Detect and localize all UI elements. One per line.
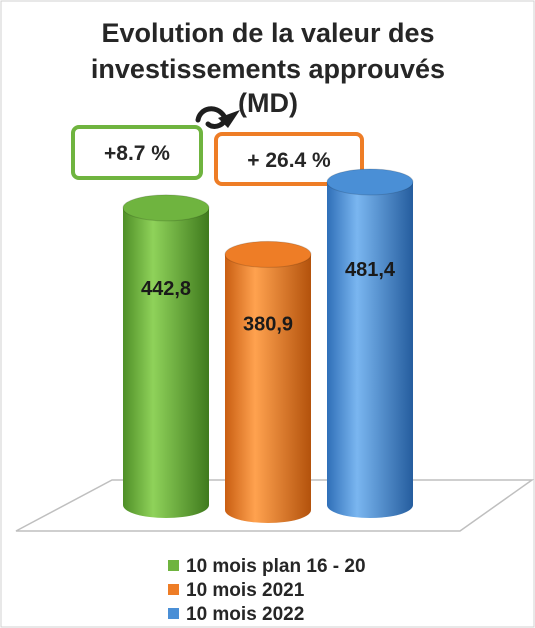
growth-label-green: +8.7 % (104, 142, 170, 165)
legend-swatch-2021 (168, 584, 179, 595)
growth-box-orange (214, 132, 364, 186)
chart-title-line-1: Evolution de la valeur des (101, 18, 434, 48)
bar-top-2021 (224, 240, 312, 268)
data-label-2022: 481,4 (345, 259, 396, 281)
bar-plan: 442,8 (122, 194, 210, 518)
bars-group: 442,8 380,9 481,4 (122, 168, 414, 523)
legend-label-plan: 10 mois plan 16 - 20 (186, 556, 366, 577)
bar-body-2022 (327, 182, 413, 518)
legend-label-2021: 10 mois 2021 (186, 580, 305, 601)
growth-label-orange: + 26.4 % (247, 149, 331, 172)
bar-top-2022 (326, 168, 414, 196)
chart-title-line-3: (MD) (238, 88, 298, 118)
legend-swatch-2022 (168, 608, 179, 619)
legend: 10 mois plan 16 - 20 10 mois 2021 10 moi… (168, 556, 366, 625)
legend-label-2022: 10 mois 2022 (186, 604, 304, 625)
data-label-2021: 380,9 (243, 313, 293, 335)
curved-arrow-icon (195, 106, 240, 129)
bar-top-plan (122, 194, 210, 222)
bar-2021: 380,9 (224, 240, 312, 523)
bar-body-2021 (225, 254, 311, 523)
legend-swatch-plan (168, 560, 179, 571)
data-label-plan: 442,8 (141, 278, 191, 300)
chart-title-line-2: investissements approuvés (91, 54, 445, 84)
bar-2022: 481,4 (326, 168, 414, 518)
bar-body-plan (123, 207, 209, 518)
growth-box-green (71, 125, 203, 180)
